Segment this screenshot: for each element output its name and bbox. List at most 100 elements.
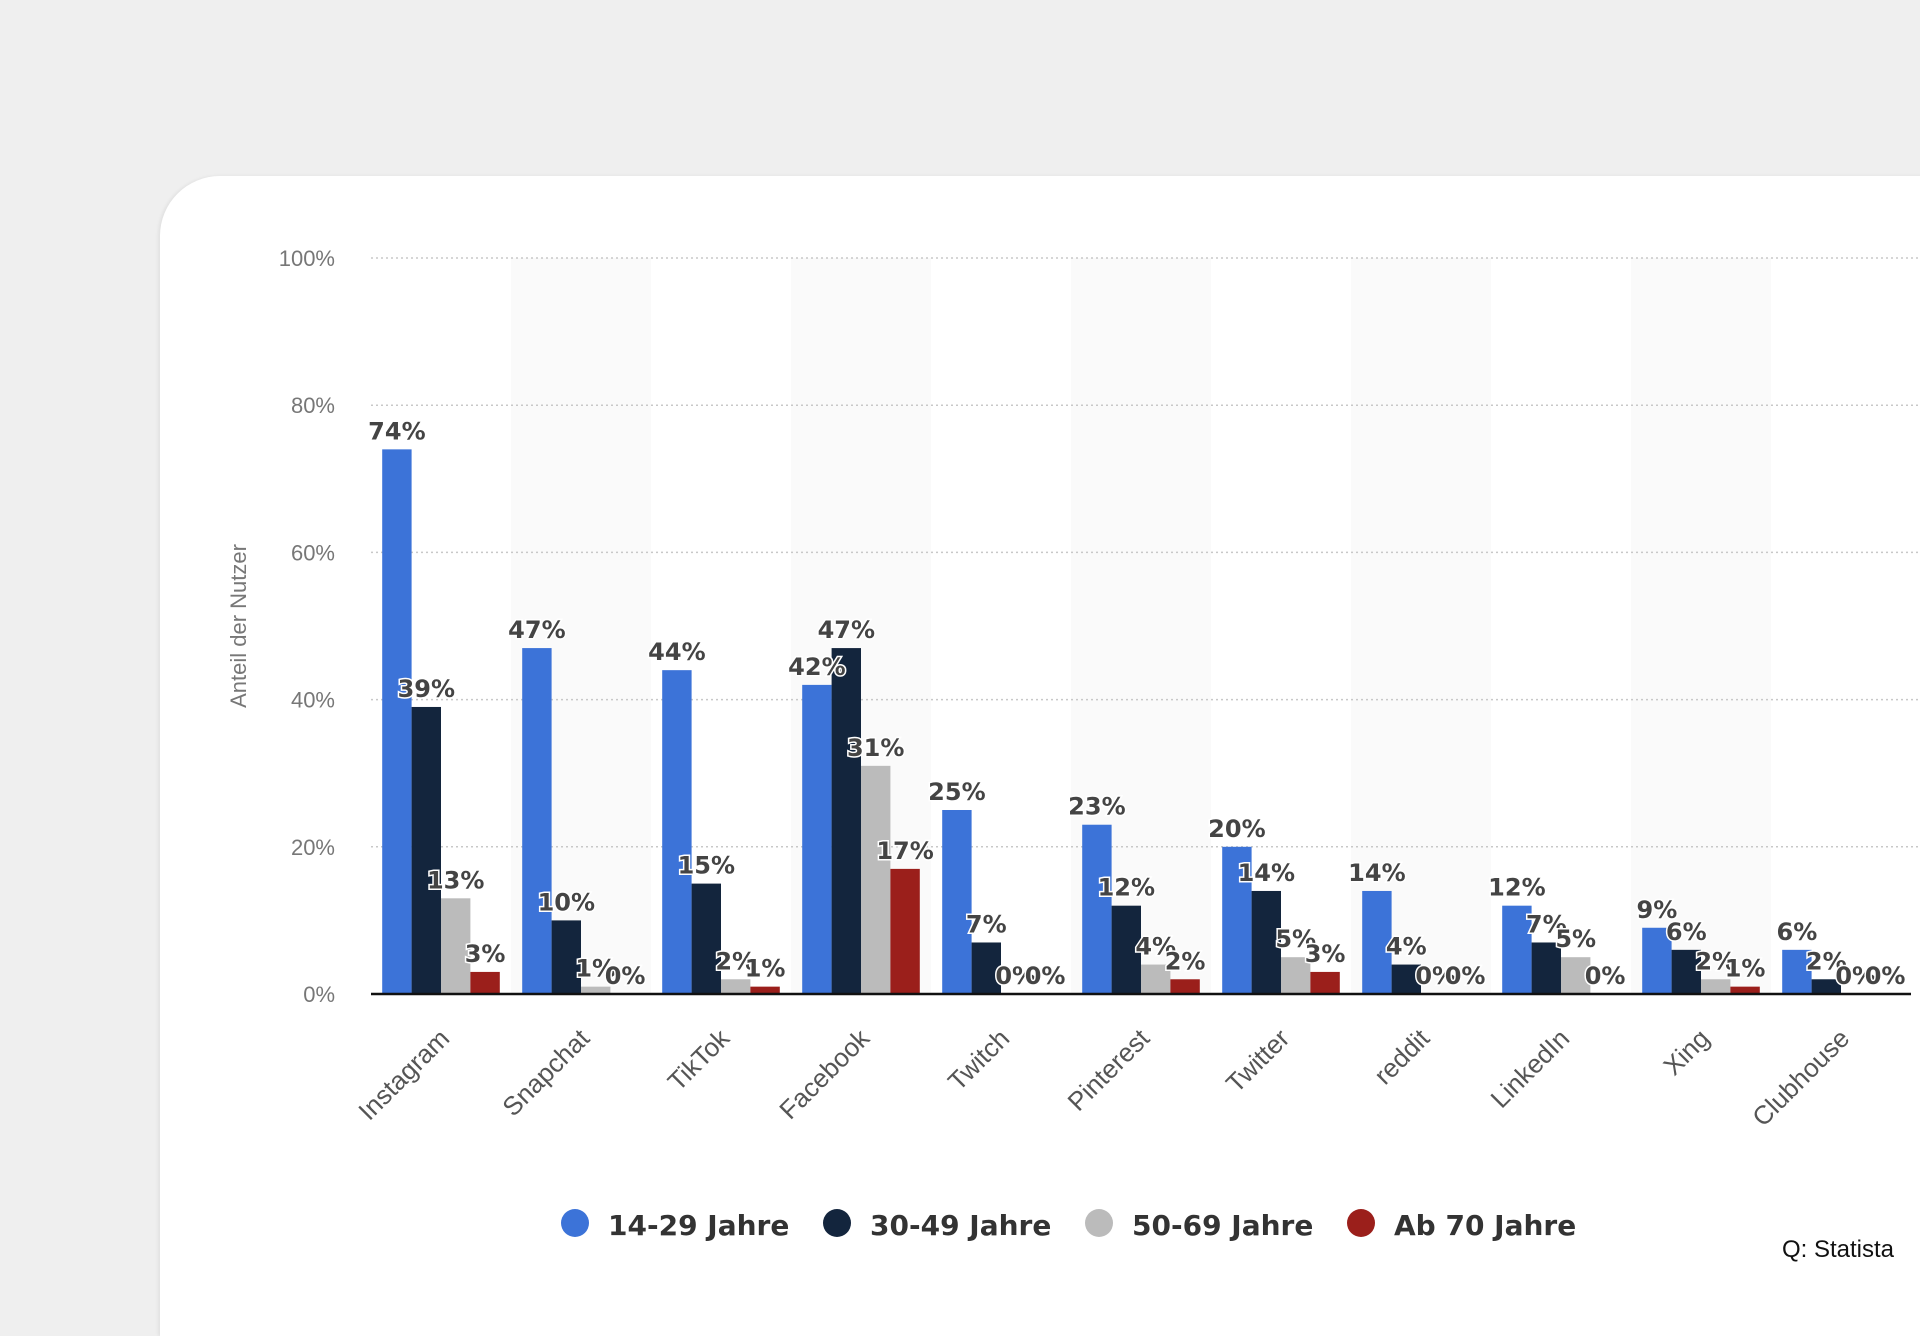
y-tick-label: 40%: [291, 688, 335, 713]
data-label: 47%: [818, 616, 875, 644]
x-tick-label: TikTok: [662, 1022, 736, 1096]
grouped-bar-chart: 0% 20% 40% 60% 80% 100% Anteil der Nutzer Insta…: [226, 246, 1920, 1242]
data-label: 13%: [427, 866, 484, 894]
data-label: 74%: [368, 417, 425, 445]
bar: [942, 810, 972, 994]
data-label: 47%: [508, 616, 565, 644]
data-label: 0%: [1585, 962, 1626, 990]
legend-marker: [1347, 1209, 1375, 1237]
data-label: 2%: [1695, 947, 1736, 975]
data-label: 12%: [1098, 874, 1155, 902]
bar: [1811, 979, 1841, 994]
bar: [1701, 979, 1731, 994]
data-label: 5%: [1275, 925, 1316, 953]
data-label: 5%: [1555, 925, 1596, 953]
data-label: 25%: [928, 778, 985, 806]
x-tick-label: Snapchat: [496, 1022, 595, 1121]
data-label: 0%: [605, 962, 646, 990]
data-label: 7%: [1526, 910, 1567, 938]
source-label: Q: Statista: [1781, 1236, 1894, 1263]
x-tick-label: Instagram: [352, 1023, 455, 1126]
bar: [1362, 890, 1392, 994]
y-tick-label: 20%: [291, 835, 335, 860]
bar: [1502, 905, 1532, 994]
category-band: [1351, 258, 1491, 994]
bar: [1561, 957, 1591, 994]
y-tick-label: 100%: [279, 246, 335, 271]
bar: [581, 986, 611, 994]
bar: [551, 920, 581, 994]
bar: [1281, 957, 1311, 994]
x-tick-label: LinkedIn: [1485, 1023, 1576, 1114]
data-label: 2%: [715, 947, 756, 975]
data-label: 1%: [745, 955, 786, 983]
data-label: 10%: [538, 888, 595, 916]
data-label: 0%: [1835, 962, 1876, 990]
bar: [1730, 986, 1760, 994]
chart-card: [160, 176, 1920, 1336]
data-label: 4%: [1135, 933, 1176, 961]
data-label: 4%: [1386, 933, 1427, 961]
data-label: 42%: [788, 653, 845, 681]
data-label: 6%: [1666, 918, 1707, 946]
data-label: 12%: [1488, 874, 1545, 902]
bar: [890, 868, 920, 994]
data-label: 1%: [1725, 955, 1766, 983]
bar: [1082, 824, 1112, 994]
bar: [1141, 964, 1171, 994]
bar: [441, 898, 471, 994]
data-label: 7%: [966, 910, 1007, 938]
bar: [411, 706, 441, 994]
data-label: 44%: [648, 638, 705, 666]
data-label: 9%: [1637, 896, 1678, 924]
bar: [802, 684, 832, 994]
bar: [1251, 890, 1281, 994]
x-tick-label: Xing: [1657, 1023, 1715, 1081]
bar: [831, 648, 861, 994]
bar: [861, 765, 891, 994]
x-tick-label: Clubhouse: [1746, 1023, 1855, 1132]
data-label: 3%: [1305, 940, 1346, 968]
legend-item: Ab 70 Jahre: [1394, 1209, 1576, 1242]
data-label: 39%: [398, 675, 455, 703]
bar: [1391, 964, 1421, 994]
y-axis-label: Anteil der Nutzer: [226, 544, 251, 708]
bar: [691, 883, 721, 994]
legend-marker: [823, 1209, 851, 1237]
bar: [1782, 949, 1812, 994]
data-label: 0%: [1865, 962, 1906, 990]
bar: [1671, 949, 1701, 994]
legend-item: 14-29 Jahre: [608, 1209, 789, 1242]
x-tick-label: reddit: [1368, 1022, 1436, 1090]
x-tick-label: Facebook: [773, 1022, 876, 1125]
data-label: 2%: [1806, 947, 1847, 975]
data-label: 2%: [1165, 947, 1206, 975]
bar: [522, 648, 552, 994]
y-tick-label: 60%: [291, 540, 335, 565]
legend-marker: [561, 1209, 589, 1237]
bar: [662, 670, 692, 994]
x-tick-label: Pinterest: [1061, 1022, 1155, 1116]
legend-item: 50-69 Jahre: [1132, 1209, 1313, 1242]
bar: [470, 971, 500, 994]
data-label: 0%: [1415, 962, 1456, 990]
bar: [750, 986, 780, 994]
bar: [1111, 905, 1141, 994]
data-label: 20%: [1208, 815, 1265, 843]
data-label: 23%: [1068, 793, 1125, 821]
bar: [382, 449, 412, 994]
data-label: 17%: [876, 837, 933, 865]
x-tick-label: Twitch: [942, 1023, 1015, 1096]
data-label: 3%: [465, 940, 506, 968]
data-label: 14%: [1238, 859, 1295, 887]
y-tick-label: 80%: [291, 393, 335, 418]
legend-item: 30-49 Jahre: [870, 1209, 1051, 1242]
bar: [1531, 942, 1561, 994]
x-tick-label: Twitter: [1220, 1023, 1296, 1099]
data-label: 14%: [1348, 859, 1405, 887]
y-tick-label: 0%: [303, 982, 335, 1007]
data-label: 6%: [1777, 918, 1818, 946]
bar: [1310, 971, 1340, 994]
bar: [1642, 927, 1672, 994]
data-label: 31%: [847, 734, 904, 762]
